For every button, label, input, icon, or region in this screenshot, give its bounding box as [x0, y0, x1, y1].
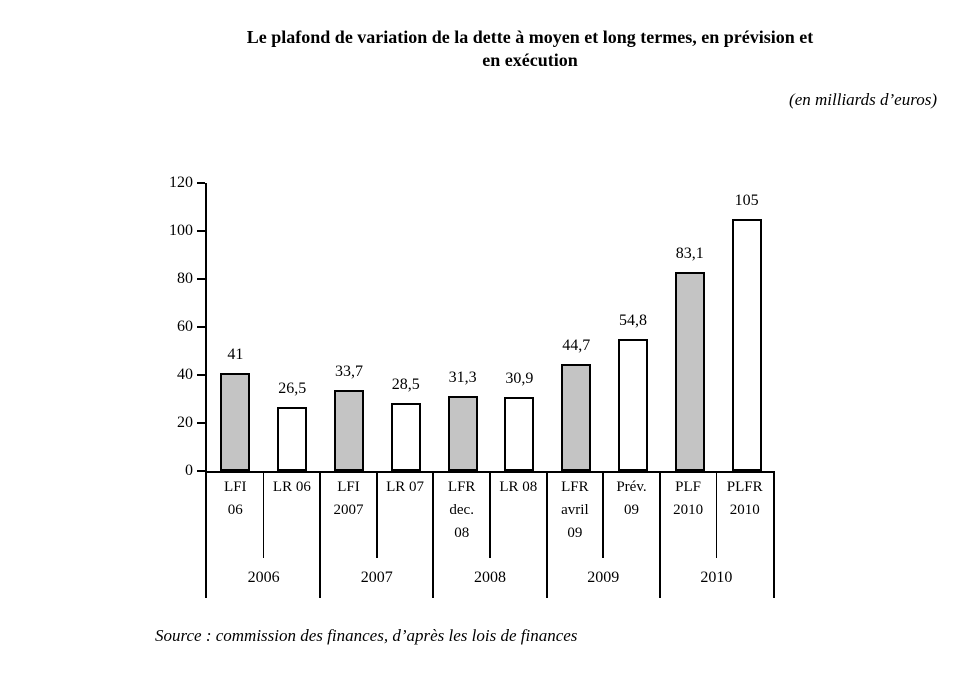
year-group-divider — [432, 473, 435, 598]
x-category-label-line: LFR — [561, 479, 589, 495]
x-category-label: LFI 2007 — [320, 473, 377, 558]
bar-value-label: 33,7 — [335, 363, 363, 381]
year-group-divider — [658, 473, 661, 598]
x-category-label: LFI 06 — [207, 473, 264, 558]
x-category-label: LR 06 — [264, 473, 321, 558]
chart-title: Le plafond de variation de la dette à mo… — [145, 26, 915, 72]
plot-area: 41 26,5 33,7 28,5 31,3 30,9 44,7 54,8 83,1 105 — [205, 183, 775, 473]
bar-lr-07 — [390, 402, 421, 471]
year-group-label: 2009 — [587, 569, 620, 586]
y-axis-tick-mark — [197, 470, 205, 472]
x-category-label-line: LFR — [447, 479, 476, 495]
x-category-label-line: PLFR — [726, 479, 763, 495]
y-axis-tick-label: 40 — [177, 366, 193, 383]
year-group-label: 2010 — [700, 569, 733, 586]
y-axis-tick-label: 0 — [185, 462, 193, 479]
x-category-label-line: 09 — [623, 502, 639, 518]
x-category-label-line: LR 06 — [272, 479, 311, 495]
x-category-label-line: PLF — [675, 479, 702, 495]
category-divider — [376, 473, 378, 558]
x-category-label-line: avril — [561, 502, 589, 518]
bar-lfr-avril-09 — [561, 363, 592, 471]
x-category-label-line: 06 — [227, 502, 243, 518]
x-category-label-line: LR 07 — [386, 479, 425, 495]
bar-value-label: 31,3 — [448, 368, 477, 386]
bar-value-label: 26,5 — [278, 380, 307, 398]
category-divider — [262, 473, 265, 558]
year-group-label: 2008 — [473, 569, 506, 586]
y-axis-tick-label: 20 — [177, 414, 193, 431]
category-divider — [602, 473, 604, 558]
year-group-label: 2006 — [247, 569, 280, 586]
bar-value-label: 44,7 — [562, 336, 591, 354]
bar-prév.-09 — [618, 339, 648, 471]
bar-value-label: 83,1 — [675, 244, 704, 262]
y-axis-tick-label: 100 — [169, 222, 193, 239]
x-category-label: LFR avril 09 — [547, 473, 604, 558]
y-axis-tick-label: 60 — [177, 318, 193, 335]
x-category-label-line: 2007 — [333, 502, 364, 518]
x-category-label-line: 2010 — [673, 502, 704, 518]
bar-lfi-06 — [220, 372, 251, 471]
bar-lr-08 — [504, 396, 535, 471]
chart-title-line-2: en exécution — [482, 50, 578, 70]
bar-value-label: 105 — [734, 192, 759, 209]
year-group-divider — [545, 473, 548, 598]
x-category-label-line: LFI — [337, 479, 360, 495]
y-axis-tick-mark — [197, 182, 205, 184]
bar-value-label: 28,5 — [391, 375, 420, 393]
bar-lr-06 — [277, 407, 308, 471]
bar-lfi-2007 — [334, 390, 364, 471]
x-category-label-line: 09 — [567, 525, 583, 541]
year-group-label: 2007 — [360, 569, 393, 586]
x-category-label-line: Prév. — [616, 479, 647, 495]
x-axis: LFI 06 LR 06 LFI 2007 LR 07 LFR dec. 08 LR 08 LFR a… — [205, 473, 775, 598]
x-category-label: PLF 2010 — [660, 473, 717, 558]
bar-value-label: 30,9 — [505, 369, 534, 387]
chart-title-line-1: Le plafond de variation de la dette à mo… — [246, 27, 814, 47]
x-category-label: PLFR 2010 — [716, 473, 773, 558]
x-category-label: LR 07 — [377, 473, 434, 558]
bar-lfr-dec.-08 — [447, 395, 478, 471]
category-divider — [715, 473, 718, 558]
y-axis-tick-mark — [197, 230, 205, 232]
bar-value-label: 54,8 — [619, 312, 647, 330]
x-category-label-line: 08 — [454, 525, 470, 541]
bar-plf-2010 — [674, 271, 705, 471]
bar-plfr-2010 — [731, 219, 762, 471]
y-axis-tick-label: 80 — [177, 270, 193, 287]
x-category-label-line: LFI — [224, 479, 247, 495]
y-axis-tick-mark — [197, 422, 205, 424]
x-category-label: LR 08 — [490, 473, 547, 558]
x-category-label: Prév. 09 — [603, 473, 660, 558]
y-axis-tick-mark — [197, 326, 205, 328]
chart-unit-note: (en milliards d’euros) — [789, 90, 937, 109]
x-category-label-line: LR 08 — [499, 479, 538, 495]
category-divider — [489, 473, 491, 558]
x-category-label-line: dec. — [449, 502, 474, 518]
year-group-divider — [319, 473, 322, 598]
y-axis-tick-mark — [197, 278, 205, 280]
bar-value-label: 41 — [227, 345, 244, 363]
y-axis-tick-label: 120 — [169, 174, 193, 191]
source-note: Source : commission des finances, d’aprè… — [155, 626, 578, 645]
x-category-label-line: 2010 — [729, 502, 760, 518]
y-axis-tick-mark — [197, 374, 205, 376]
x-category-label: LFR dec. 08 — [433, 473, 490, 558]
